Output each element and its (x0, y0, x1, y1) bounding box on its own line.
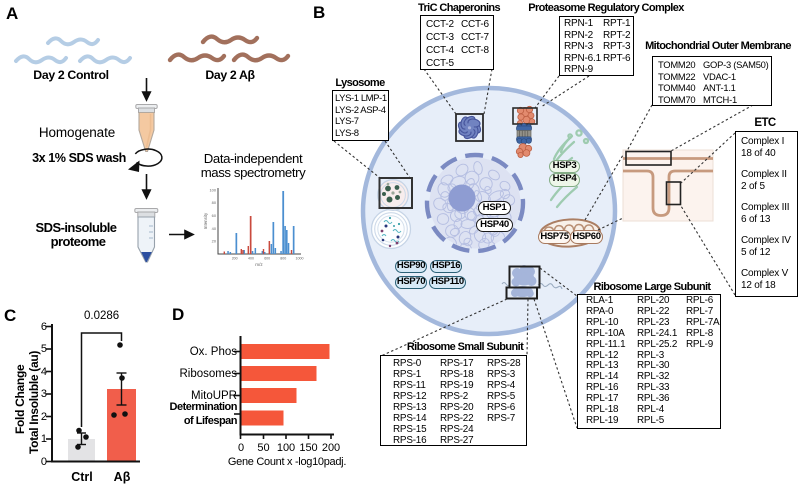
svg-text:20: 20 (212, 239, 217, 244)
svg-text:60: 60 (212, 213, 217, 218)
svg-text:400: 400 (248, 257, 254, 261)
svg-text:Intensity: Intensity (203, 212, 208, 229)
svg-text:1000: 1000 (296, 257, 304, 261)
svg-text:m/z: m/z (255, 262, 263, 267)
svg-text:40: 40 (212, 226, 217, 231)
svg-text:200: 200 (232, 257, 238, 261)
svg-text:800: 800 (280, 257, 286, 261)
svg-text:80: 80 (212, 200, 217, 205)
svg-text:600: 600 (264, 257, 270, 261)
svg-text:100: 100 (210, 188, 217, 193)
